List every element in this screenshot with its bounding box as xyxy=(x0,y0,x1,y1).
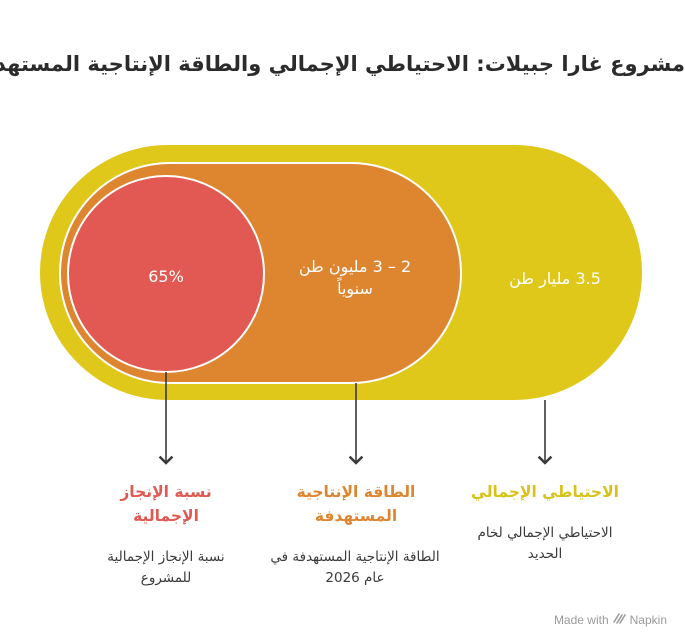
caption-completion-title-line2: الإجمالية xyxy=(133,507,199,525)
middle-pill-label: 2 – 3 مليون طن سنوياً xyxy=(270,256,440,300)
caption-total-reserve-desc-line2: الحديد xyxy=(527,546,563,562)
outer-pill-label: 3.5 مليار طن xyxy=(509,269,601,288)
napkin-logo-icon xyxy=(612,612,626,627)
caption-completion-desc-line2: للمشروع xyxy=(140,570,192,586)
middle-pill-label-line1: 2 – 3 مليون طن xyxy=(298,257,412,276)
caption-target-capacity-desc-line2: عام 2026 xyxy=(325,570,385,586)
middle-pill-label-line2: سنوياً xyxy=(337,279,373,298)
caption-completion-title-line1: نسبة الإنجاز xyxy=(120,483,212,501)
watermark-brand: Napkin xyxy=(629,612,667,627)
inner-circle-label: 65% xyxy=(148,267,184,286)
napkin-watermark: Made with Napkin xyxy=(554,612,667,627)
diagram-title: مشروع غارا جبيلات: الاحتياطي الإجمالي وا… xyxy=(0,52,685,76)
caption-total-reserve-desc-line1: الاحتياطي الإجمالي لخام xyxy=(477,525,613,541)
caption-total-reserve-title: الاحتياطي الإجمالي xyxy=(471,483,619,501)
caption-target-capacity-desc-line1: الطاقة الإنتاجية المستهدفة في xyxy=(270,549,440,565)
caption-completion-desc: نسبة الإنجاز الإجمالية للمشروع xyxy=(76,547,256,589)
caption-completion-desc-line1: نسبة الإنجاز الإجمالية xyxy=(107,549,225,565)
caption-completion-title: نسبة الإنجاز الإجمالية xyxy=(86,480,246,528)
caption-target-capacity-title: الطاقة الإنتاجية المستهدفة xyxy=(271,480,441,528)
caption-total-reserve-desc: الاحتياطي الإجمالي لخام الحديد xyxy=(455,523,635,565)
caption-target-capacity-desc: الطاقة الإنتاجية المستهدفة في عام 2026 xyxy=(255,547,455,589)
caption-target-capacity-title-line2: المستهدفة xyxy=(314,507,398,525)
watermark-text: Made with xyxy=(553,612,609,627)
caption-target-capacity-title-line1: الطاقة الإنتاجية xyxy=(296,483,416,501)
